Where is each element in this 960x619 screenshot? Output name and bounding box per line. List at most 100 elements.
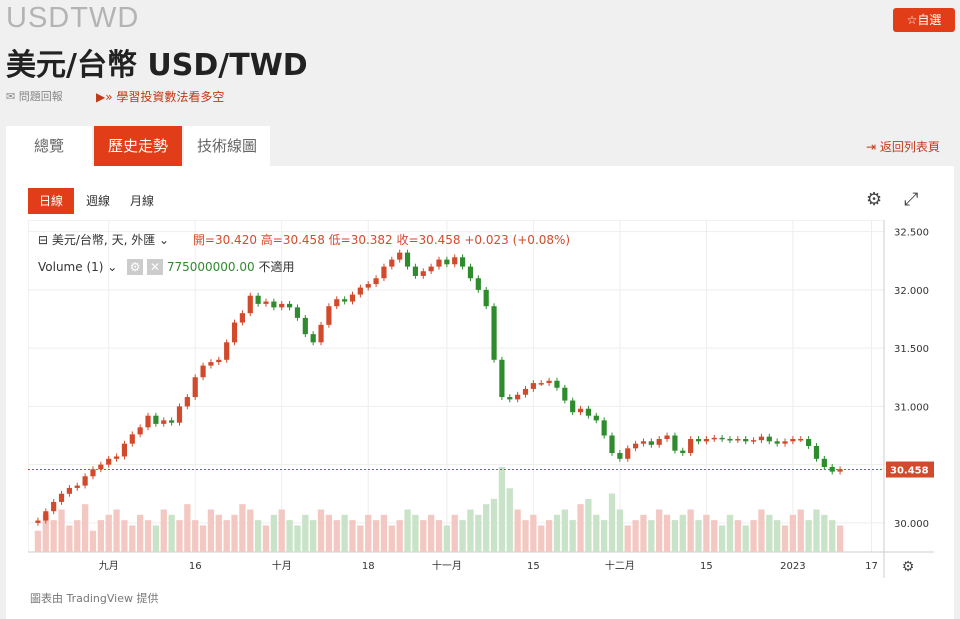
volume-bar (624, 525, 631, 552)
candle-body (349, 294, 356, 302)
x-tick-label: 十一月 (432, 559, 462, 572)
volume-bar (184, 504, 191, 552)
add-favorite-button[interactable]: ☆自選 (893, 8, 955, 32)
volume-bar (129, 525, 136, 552)
candle-body (365, 284, 371, 288)
volume-bar (553, 514, 561, 552)
candle-body (829, 466, 835, 472)
candle-body (467, 266, 474, 279)
candle-body (381, 266, 387, 279)
volume-bar (475, 514, 482, 552)
chevron-down-icon[interactable]: ⌄ (107, 260, 118, 274)
candle-body (554, 380, 560, 388)
volume-bar (388, 525, 395, 552)
range-daily[interactable]: 日線 (28, 188, 74, 214)
candle-body (184, 397, 190, 407)
volume-bar (223, 520, 230, 552)
candle-body (695, 439, 702, 442)
candle-body (436, 259, 442, 267)
back-to-list-link[interactable]: ⇥ 返回列表頁 (866, 138, 940, 155)
legend-main: ⊟ 美元/台幣, 天, 外匯 ⌄ 開=30.420 高=30.458 低=30.… (38, 231, 570, 248)
candle-body (66, 487, 72, 494)
volume-bar (325, 514, 333, 552)
volume-bar (467, 509, 474, 552)
volume-bar (821, 514, 828, 552)
candle-body (766, 436, 772, 442)
candle-body (263, 301, 269, 304)
volume-bar (703, 514, 710, 552)
learn-link[interactable]: ▶» 學習投資數法看多空 (96, 88, 224, 105)
candle-body (82, 476, 88, 486)
candle-body (294, 307, 301, 318)
volume-value: 775000000.00 (166, 260, 255, 274)
axis-settings-icon[interactable]: ⚙ (902, 559, 915, 575)
volume-bar (774, 520, 781, 552)
candle-body (546, 380, 552, 384)
tab-overview[interactable]: 總覽 (6, 126, 92, 166)
close-icon[interactable]: ✕ (147, 259, 163, 275)
candle-body (617, 452, 623, 459)
candle-body (562, 387, 568, 401)
range-monthly[interactable]: 月線 (129, 194, 154, 208)
candle-body (342, 299, 348, 302)
legend-volume: Volume (1) ⌄ ⚙ ✕ 775000000.00 不適用 (38, 258, 294, 275)
volume-bar (561, 509, 568, 552)
candle-body (255, 295, 261, 304)
volume-bar (829, 520, 836, 552)
volume-bar (333, 520, 340, 552)
volume-bar (192, 520, 199, 552)
volume-bar (302, 514, 309, 552)
candle-body (672, 435, 678, 451)
candle-body (216, 359, 222, 363)
candle-body (145, 415, 151, 428)
volume-bar (89, 530, 97, 552)
x-tick-label: 九月 (99, 560, 119, 572)
volume-bar (396, 520, 403, 552)
candle-body (750, 440, 757, 442)
candle-body (98, 464, 104, 470)
fullscreen-icon[interactable]: ⤢ (904, 189, 919, 210)
volume-bar (577, 504, 584, 552)
gear-icon[interactable]: ⚙ (127, 259, 144, 275)
candle-body (491, 306, 497, 360)
candle-body (169, 420, 175, 423)
candle-body (483, 289, 489, 307)
candle-body (648, 441, 654, 445)
candle-body (798, 439, 804, 441)
volume-bar (483, 504, 490, 552)
candle-body (397, 252, 403, 260)
x-tick-label: 18 (362, 561, 375, 572)
volume-bar (671, 520, 679, 552)
volume-bar (247, 509, 254, 552)
range-weekly[interactable]: 週線 (85, 194, 110, 208)
volume-bar (514, 509, 521, 552)
volume-label: Volume (1) (38, 260, 104, 274)
tab-history[interactable]: 歷史走勢 (94, 126, 182, 166)
volume-bar (459, 520, 466, 552)
report-link[interactable]: ✉ 問題回報 (6, 88, 63, 104)
candle-body (522, 388, 529, 395)
tab-technical[interactable]: 技術線圖 (184, 126, 270, 166)
volume-bar (585, 498, 592, 552)
volume-bar (310, 520, 317, 552)
candle-body (601, 420, 607, 436)
volume-bar (317, 509, 325, 552)
candle-body (538, 383, 544, 385)
volume-bar (742, 525, 749, 552)
candle-body (782, 441, 788, 444)
chevron-down-icon[interactable]: ⌄ (159, 233, 170, 247)
candle-body (357, 287, 363, 295)
candle-body (43, 511, 49, 521)
candlestick-chart[interactable]: 30.00030.50031.00031.50032.00032.500九月16… (28, 220, 934, 578)
candle-body (585, 408, 592, 416)
symbol-code: USDTWD (6, 2, 140, 34)
collapse-icon[interactable]: ⊟ (38, 233, 49, 247)
settings-icon[interactable]: ⚙ (866, 189, 883, 210)
volume-bar (380, 514, 388, 552)
candle-body (58, 493, 65, 502)
candle-body (326, 306, 332, 325)
volume-bar (81, 504, 89, 552)
volume-bar (160, 509, 167, 552)
volume-bar (412, 514, 419, 552)
candle-body (735, 439, 741, 441)
